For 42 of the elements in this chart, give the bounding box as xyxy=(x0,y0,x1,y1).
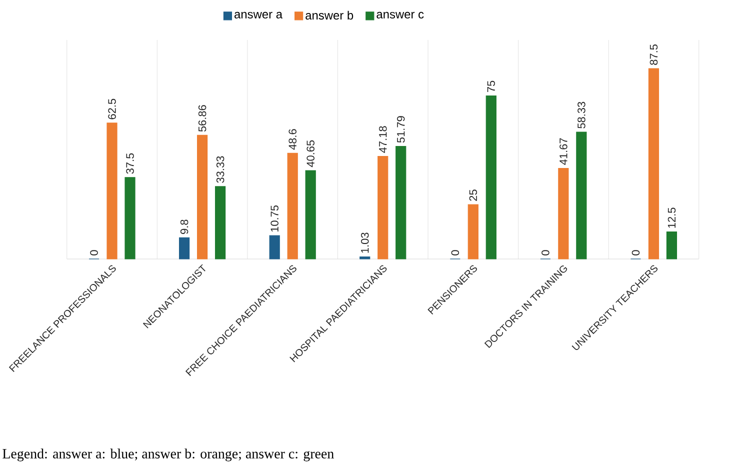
legend-label: answer c xyxy=(376,12,424,18)
bar xyxy=(558,168,569,260)
data-label: 1.03 xyxy=(360,232,369,253)
data-label: 9.8 xyxy=(180,220,188,234)
data-label: 58.33 xyxy=(578,102,586,128)
bar xyxy=(576,132,587,260)
data-label: 87.5 xyxy=(650,44,658,65)
legend-label: answer a xyxy=(234,12,282,18)
data-label: 0 xyxy=(632,250,640,256)
data-label: 51.79 xyxy=(396,116,405,143)
data-label: 33.33 xyxy=(216,156,224,183)
bar xyxy=(468,204,478,260)
bar xyxy=(106,122,118,260)
legend-label: answer b xyxy=(306,10,354,20)
bar xyxy=(196,134,208,260)
data-label: 62.5 xyxy=(108,98,116,120)
bar xyxy=(305,170,316,260)
bar xyxy=(378,156,388,260)
data-label: 75 xyxy=(487,80,495,92)
bar xyxy=(648,68,660,260)
data-label: 0 xyxy=(90,250,98,256)
data-label: 41.67 xyxy=(560,138,568,165)
bar xyxy=(666,231,678,260)
bar xyxy=(178,237,190,260)
bar xyxy=(269,235,280,260)
data-label: 10.75 xyxy=(270,205,278,232)
data-label: 25 xyxy=(469,190,478,201)
data-label: 0 xyxy=(542,250,550,256)
bar xyxy=(486,95,496,260)
data-label: 56.86 xyxy=(198,105,206,132)
bar xyxy=(360,256,370,260)
data-label: 12.5 xyxy=(668,208,676,228)
data-label: 48.6 xyxy=(288,129,296,150)
bar xyxy=(214,186,226,260)
data-label: 37.5 xyxy=(126,153,134,174)
bar xyxy=(124,177,136,260)
data-label: 40.65 xyxy=(306,140,314,168)
text: Legend: answer a: blue; answer b: orange; answer c: green xyxy=(2,448,334,462)
data-label: 0 xyxy=(451,250,460,256)
bar xyxy=(396,146,406,260)
data-label: 47.18 xyxy=(378,126,387,153)
bar xyxy=(287,152,298,260)
